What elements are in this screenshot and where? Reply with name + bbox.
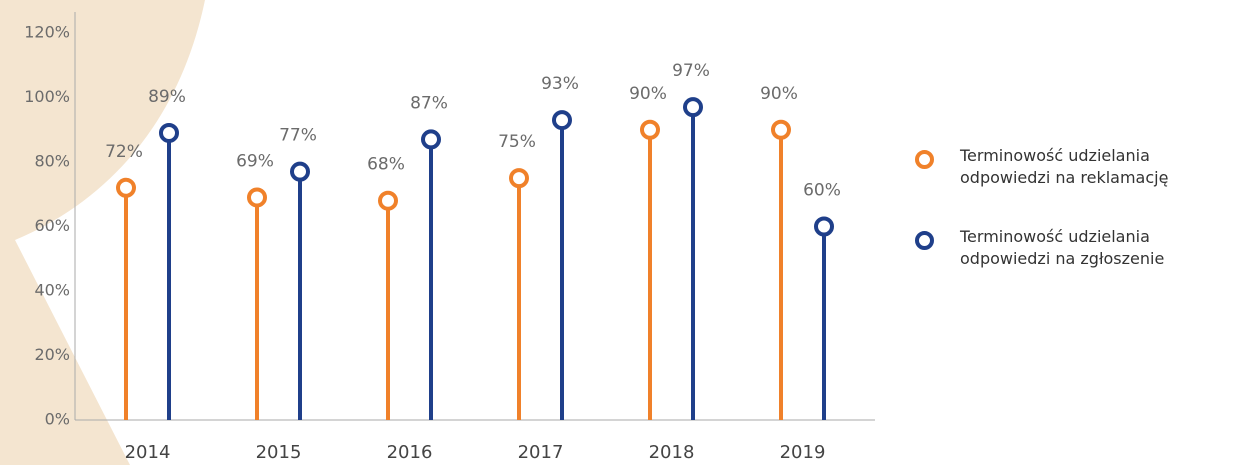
lollipop-head: [116, 177, 136, 198]
lollipop-head: [640, 119, 660, 140]
y-tick-label: 0%: [45, 410, 70, 429]
y-tick-label: 20%: [34, 345, 70, 364]
lollipop-head: [509, 168, 529, 189]
x-tick-label: 2018: [649, 442, 695, 463]
legend-label: Terminowość udzielania odpowiedzi na rek…: [960, 146, 1169, 187]
lollipop-head: [159, 122, 179, 143]
legend-item: Terminowość udzielania odpowiedzi na zgł…: [915, 226, 1225, 270]
legend-marker: [915, 231, 934, 250]
value-label: 77%: [279, 126, 317, 146]
lollipop-head: [552, 110, 572, 131]
y-tick-label: 60%: [34, 216, 70, 235]
value-label: 87%: [410, 93, 448, 113]
lollipop-head: [771, 119, 791, 140]
lollipop-head: [247, 187, 267, 208]
lollipop-head: [290, 161, 310, 182]
value-label: 90%: [760, 84, 798, 104]
lollipop-head: [378, 190, 398, 211]
legend-item: Terminowość udzielania odpowiedzi na rek…: [915, 145, 1225, 189]
background-shape: [0, 0, 205, 465]
x-tick-label: 2016: [387, 442, 433, 463]
x-tick-label: 2014: [125, 442, 171, 463]
lollipop-head: [683, 97, 703, 118]
lollipop-head: [421, 129, 441, 150]
value-label: 97%: [672, 61, 710, 81]
value-label: 93%: [541, 74, 579, 94]
x-tick-label: 2015: [256, 442, 302, 463]
legend-label: Terminowość udzielania odpowiedzi na zgł…: [960, 227, 1165, 268]
value-label: 69%: [236, 151, 274, 171]
legend-marker: [915, 150, 934, 169]
x-tick-label: 2019: [780, 442, 826, 463]
y-tick-label: 80%: [34, 152, 70, 171]
y-tick-label: 120%: [24, 23, 70, 42]
value-label: 90%: [629, 84, 667, 104]
y-tick-label: 40%: [34, 281, 70, 300]
value-label: 60%: [803, 181, 841, 201]
value-label: 75%: [498, 132, 536, 152]
value-label: 72%: [105, 142, 143, 162]
value-label: 89%: [148, 87, 186, 107]
lollipop-head: [814, 216, 834, 237]
x-tick-label: 2017: [518, 442, 564, 463]
y-tick-label: 100%: [24, 87, 70, 106]
value-label: 68%: [367, 155, 405, 175]
